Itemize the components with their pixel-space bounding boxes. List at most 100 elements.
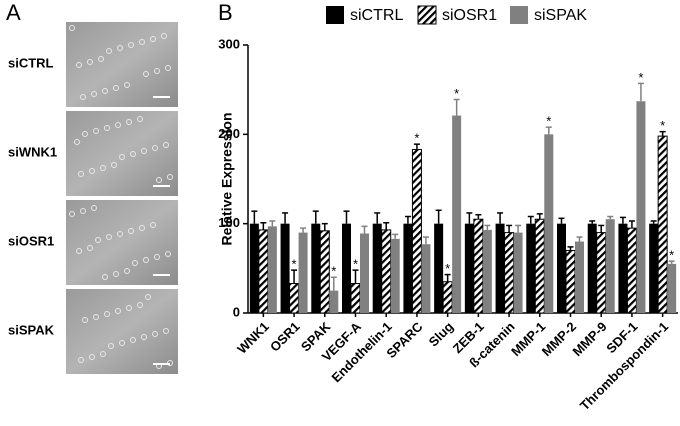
bar: [504, 232, 515, 314]
cell: [98, 56, 104, 62]
micrograph: [66, 200, 178, 285]
cell: [78, 357, 84, 363]
bar: [267, 226, 277, 313]
bar: [329, 290, 339, 313]
cell: [89, 354, 95, 360]
cell: [124, 82, 130, 88]
bar: [280, 223, 290, 313]
panel-label: A: [6, 0, 21, 25]
cell: [82, 317, 88, 323]
cell: [154, 68, 160, 74]
bar: [434, 223, 444, 313]
bar: [565, 249, 576, 314]
cell: [87, 59, 93, 65]
significance-mark: *: [445, 261, 450, 276]
bar: [452, 115, 462, 313]
cell: [95, 237, 101, 243]
bar: [298, 232, 308, 313]
cell: [76, 248, 82, 254]
bar: [249, 223, 259, 313]
cell: [91, 205, 97, 211]
cell: [130, 151, 136, 157]
cell: [106, 48, 112, 54]
bar: [350, 283, 361, 314]
legend-swatch: [417, 5, 437, 25]
bar: [372, 223, 382, 313]
bar: [381, 229, 392, 314]
cell: [150, 36, 156, 42]
cell: [141, 148, 147, 154]
bar: [319, 230, 330, 314]
significance-mark: *: [454, 86, 459, 101]
micrographs: siCTRL siWNK1 siOSR1 siSPAK: [8, 22, 178, 374]
cell: [167, 174, 173, 180]
bar: [657, 135, 668, 314]
bar: [403, 223, 413, 313]
cell: [100, 351, 106, 357]
bar: [473, 218, 484, 314]
bar: [575, 241, 584, 313]
cell: [117, 45, 123, 51]
cell: [163, 328, 169, 334]
cell: [143, 257, 149, 263]
row-label: siSPAK: [8, 322, 55, 337]
bar: [557, 223, 566, 313]
significance-mark: *: [669, 248, 674, 263]
cell: [104, 311, 110, 317]
cell: [150, 222, 156, 228]
significance-mark: *: [414, 131, 419, 146]
bar: [513, 232, 523, 313]
cell: [80, 94, 86, 100]
row-label: siWNK1: [8, 144, 57, 159]
micrograph: [66, 111, 178, 196]
y-tick-label: 0: [233, 304, 240, 319]
legend-swatch: [510, 6, 528, 24]
micrograph: [66, 22, 178, 107]
bar: [649, 223, 659, 313]
cell: [152, 145, 158, 151]
significance-mark: *: [638, 70, 643, 85]
bar: [390, 238, 400, 313]
cell: [165, 65, 171, 71]
bar: [636, 101, 646, 313]
cell: [115, 308, 121, 314]
bar: [667, 263, 677, 313]
bar: [464, 223, 474, 313]
bar: [534, 218, 545, 314]
bar: [289, 283, 300, 314]
cell: [89, 168, 95, 174]
cell: [119, 154, 125, 160]
y-tick-label: 200: [218, 126, 240, 141]
y-tick-label: 100: [218, 215, 240, 230]
bar: [360, 233, 369, 313]
cell: [91, 91, 97, 97]
cell: [119, 340, 125, 346]
cell: [113, 271, 119, 277]
cell: [113, 85, 119, 91]
bar: [411, 149, 422, 314]
cell: [163, 142, 169, 148]
significance-mark: *: [331, 264, 336, 279]
cell: [152, 331, 158, 337]
cell: [106, 234, 112, 240]
x-tick-label: MMP-9: [570, 319, 610, 359]
bar: [618, 223, 628, 313]
cell: [74, 139, 80, 145]
bar: [605, 219, 615, 313]
cell: [165, 251, 171, 257]
cell: [76, 62, 82, 68]
cell: [161, 33, 167, 39]
cell: [139, 39, 145, 45]
cell: [154, 254, 160, 260]
micrograph: [66, 289, 178, 374]
cell: [143, 71, 149, 77]
significance-mark: *: [353, 257, 358, 272]
legend-label: siCTRL: [350, 7, 403, 24]
cell: [132, 260, 138, 266]
cell: [156, 177, 162, 183]
cell: [100, 165, 106, 171]
bar: [482, 229, 492, 313]
bar: [596, 232, 607, 314]
cell: [117, 231, 123, 237]
